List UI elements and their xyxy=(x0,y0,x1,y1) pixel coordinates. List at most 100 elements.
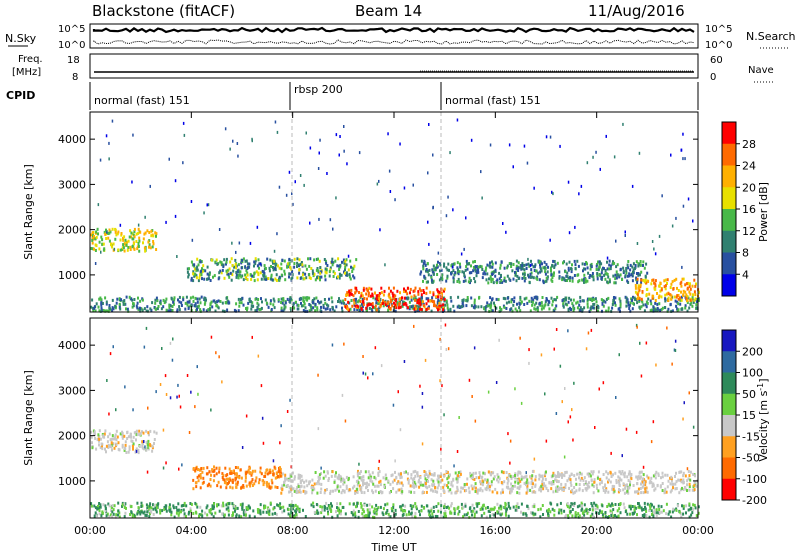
scatter-cell xyxy=(431,515,434,519)
scatter-cell xyxy=(465,259,468,263)
scatter-cell xyxy=(213,505,215,509)
scatter-cell xyxy=(329,489,332,493)
scatter-cell xyxy=(680,515,683,519)
scatter-cell xyxy=(550,278,553,282)
scatter-cell xyxy=(252,509,255,513)
scatter-cell xyxy=(273,299,276,303)
scatter-cell xyxy=(100,250,102,254)
scatter-cell xyxy=(354,491,357,495)
scatter-cell xyxy=(149,184,151,188)
scatter-cell xyxy=(489,261,491,265)
scatter-cell xyxy=(566,505,569,509)
time-axis-label: Time UT xyxy=(370,541,416,554)
scatter-cell xyxy=(260,263,263,267)
scatter-cell xyxy=(165,297,168,301)
scatter-cell xyxy=(442,515,445,519)
scatter-cell xyxy=(355,479,358,483)
scatter-cell xyxy=(278,266,281,270)
scatter-cell xyxy=(237,276,240,280)
scatter-cell xyxy=(564,483,567,487)
scatter-cell xyxy=(98,297,101,301)
scatter-cell xyxy=(138,429,141,433)
scatter-cell xyxy=(529,263,532,267)
scatter-cell xyxy=(610,514,613,517)
scatter-cell xyxy=(272,297,275,301)
scatter-cell xyxy=(277,475,279,478)
scatter-cell xyxy=(430,507,433,511)
scatter-cell xyxy=(262,482,265,486)
scatter-cell xyxy=(171,309,174,312)
scatter-cell xyxy=(522,272,524,276)
scatter-cell xyxy=(427,171,429,175)
scatter-cell xyxy=(173,298,176,302)
scatter-cell xyxy=(667,298,670,302)
scatter-cell xyxy=(583,503,586,507)
scatter-cell xyxy=(199,505,202,509)
scatter-cell xyxy=(265,510,268,514)
scatter-cell xyxy=(520,267,523,271)
scatter-cell xyxy=(401,304,404,308)
scatter-cell xyxy=(590,328,593,332)
scatter-cell xyxy=(627,303,630,307)
scatter-cell xyxy=(664,306,666,309)
scatter-cell xyxy=(545,486,548,490)
scatter-cell xyxy=(550,502,553,506)
scatter-cell xyxy=(121,443,124,447)
scatter-cell xyxy=(315,482,318,486)
scatter-cell xyxy=(148,245,150,249)
scatter-cell xyxy=(632,262,635,266)
scatter-cell xyxy=(447,485,449,489)
scatter-cell xyxy=(362,303,365,306)
scatter-cell xyxy=(693,483,696,487)
scatter-cell xyxy=(534,512,537,516)
scatter-cell xyxy=(416,474,419,478)
scatter-cell xyxy=(693,503,696,507)
scatter-cell xyxy=(579,295,582,299)
scatter-cell xyxy=(94,262,97,265)
scatter-cell xyxy=(458,305,461,309)
scatter-cell xyxy=(200,269,203,273)
scatter-cell xyxy=(291,479,294,483)
scatter-cell xyxy=(507,474,510,477)
scatter-cell xyxy=(525,474,528,478)
scatter-cell xyxy=(583,306,586,310)
scatter-cell xyxy=(186,374,189,377)
scatter-cell xyxy=(606,267,609,271)
scatter-cell xyxy=(123,242,126,246)
scatter-cell xyxy=(560,482,563,486)
scatter-cell xyxy=(280,491,283,495)
scatter-cell xyxy=(347,476,350,480)
scatter-cell xyxy=(248,471,251,475)
scatter-cell xyxy=(463,484,466,488)
scatter-cell xyxy=(286,484,289,488)
scatter-cell xyxy=(316,306,319,310)
scatter-cell xyxy=(583,509,586,513)
scatter-cell xyxy=(478,295,481,299)
scatter-cell xyxy=(437,308,439,312)
scatter-cell xyxy=(418,297,421,301)
scatter-cell xyxy=(586,297,589,301)
scatter-cell xyxy=(492,281,495,285)
scatter-cell xyxy=(624,486,627,490)
scatter-cell xyxy=(618,507,621,511)
scatter-cell xyxy=(413,324,415,328)
scatter-cell xyxy=(197,479,200,483)
scatter-cell xyxy=(362,483,364,487)
scatter-cell xyxy=(367,291,370,295)
scatter-cell xyxy=(365,292,368,296)
scatter-cell xyxy=(378,470,381,474)
scatter-cell xyxy=(369,294,372,298)
scatter-cell xyxy=(353,276,356,280)
scatter-cell xyxy=(680,284,683,288)
scatter-cell xyxy=(527,275,530,279)
scatter-cell xyxy=(465,304,468,308)
scatter-cell xyxy=(213,474,216,478)
scatter-cell xyxy=(493,304,496,308)
scatter-cell xyxy=(287,262,290,266)
scatter-cell xyxy=(635,490,638,494)
scatter-cell xyxy=(472,269,475,273)
scatter-cell xyxy=(296,506,299,510)
scatter-cell xyxy=(432,489,434,493)
scatter-cell xyxy=(452,304,455,308)
scatter-cell xyxy=(640,374,643,378)
